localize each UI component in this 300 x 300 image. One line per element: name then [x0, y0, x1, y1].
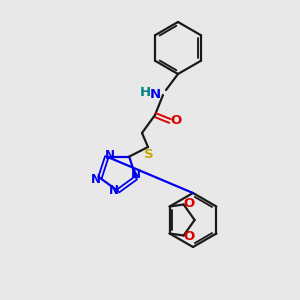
Text: O: O [170, 113, 182, 127]
Text: O: O [183, 197, 194, 210]
Text: S: S [144, 148, 154, 161]
Text: H: H [140, 86, 151, 100]
Text: N: N [105, 149, 115, 162]
Text: N: N [91, 173, 101, 186]
Text: N: N [131, 168, 141, 182]
Text: N: N [149, 88, 161, 100]
Text: N: N [109, 184, 119, 196]
Text: O: O [183, 230, 194, 243]
